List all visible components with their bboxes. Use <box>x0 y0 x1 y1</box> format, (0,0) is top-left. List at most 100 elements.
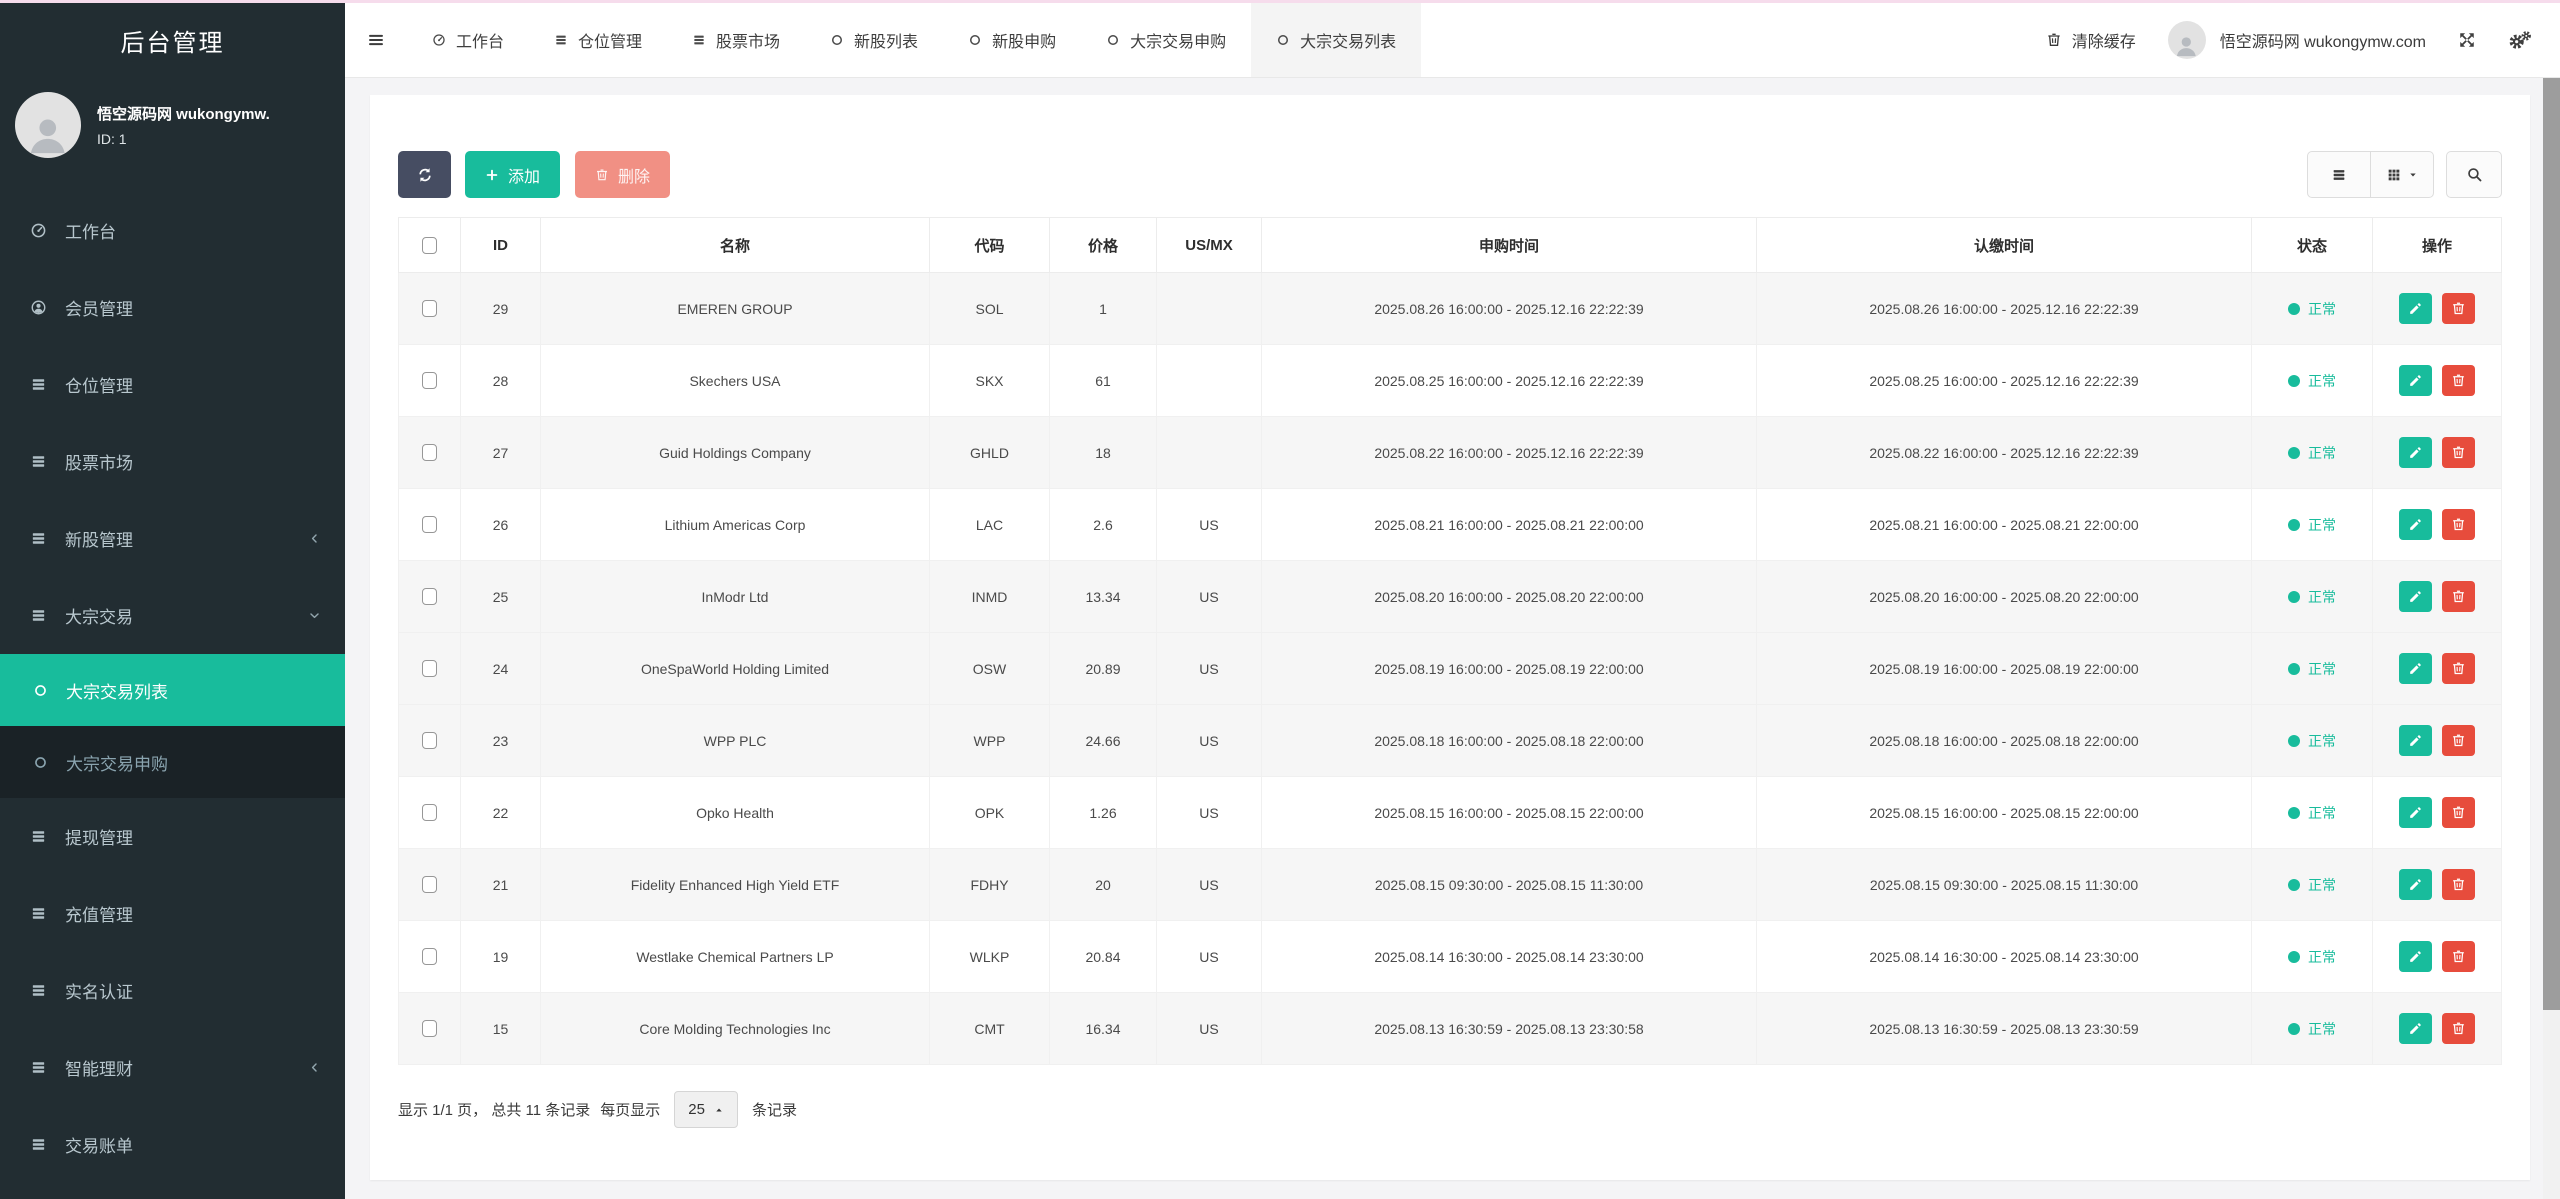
delete-button[interactable] <box>2441 869 2475 900</box>
cell-id: 24 <box>460 632 541 705</box>
tab-label: 新股列表 <box>854 34 919 51</box>
row-checkbox[interactable] <box>422 660 437 677</box>
cell-market: US <box>1156 632 1262 705</box>
view-toggle-group <box>2307 151 2434 198</box>
edit-button[interactable] <box>2399 725 2433 756</box>
edit-button[interactable] <box>2399 941 2433 972</box>
sidebar-subitem-block-trade-subscribe[interactable]: 大宗交易申购 <box>0 726 345 798</box>
row-checkbox[interactable] <box>422 444 437 461</box>
cell-id: 15 <box>460 992 541 1065</box>
delete-button[interactable] <box>2441 1013 2475 1044</box>
search-button[interactable] <box>2446 151 2502 198</box>
list-icon <box>30 905 47 922</box>
refresh-button[interactable] <box>398 151 451 198</box>
edit-button[interactable] <box>2399 1013 2433 1044</box>
sidebar-item-deposits[interactable]: 充值管理 <box>0 875 345 952</box>
cell-id: 22 <box>460 776 541 849</box>
row-checkbox[interactable] <box>422 300 437 317</box>
fullscreen-icon[interactable] <box>2458 31 2476 49</box>
sidebar-item-kyc[interactable]: 实名认证 <box>0 952 345 1029</box>
sidebar-item-trade-bills[interactable]: 交易账单 <box>0 1106 345 1183</box>
sidebar-item-positions[interactable]: 仓位管理 <box>0 346 345 423</box>
tab-block-trade-list[interactable]: 大宗交易列表 <box>1251 3 1422 77</box>
row-checkbox[interactable] <box>422 948 437 965</box>
edit-button[interactable] <box>2399 437 2433 468</box>
edit-button[interactable] <box>2399 509 2433 540</box>
table-header-row: ID 名称 代码 价格 US/MX 申购时间 认缴时间 状态 操作 <box>398 217 2502 273</box>
cell-price: 24.66 <box>1049 704 1157 777</box>
block-trade-table: ID 名称 代码 价格 US/MX 申购时间 认缴时间 状态 操作 29 EME… <box>398 217 2502 1065</box>
sidebar-subitem-block-trade-list[interactable]: 大宗交易列表 <box>0 654 345 726</box>
cell-code: GHLD <box>929 416 1050 489</box>
cell-code: CMT <box>929 992 1050 1065</box>
status-badge: 正常 <box>2288 875 2336 895</box>
edit-button[interactable] <box>2399 581 2433 612</box>
clear-cache-label: 清除缓存 <box>2071 34 2136 51</box>
sidebar-item-ipo[interactable]: 新股管理 <box>0 500 345 577</box>
add-button[interactable]: 添加 <box>465 151 561 198</box>
edit-button[interactable] <box>2399 797 2433 828</box>
row-checkbox[interactable] <box>422 804 437 821</box>
row-checkbox[interactable] <box>422 876 437 893</box>
sidebar-item-smart-finance[interactable]: 智能理财 <box>0 1029 345 1106</box>
bulk-delete-button[interactable]: 删除 <box>575 151 671 198</box>
table-row: 15 Core Molding Technologies Inc CMT 16.… <box>398 992 2502 1065</box>
row-checkbox[interactable] <box>422 732 437 749</box>
sidebar-item-stock-market[interactable]: 股票市场 <box>0 423 345 500</box>
circle-icon <box>830 33 844 47</box>
delete-button[interactable] <box>2441 365 2475 396</box>
row-checkbox[interactable] <box>422 516 437 533</box>
sidebar-toggle-button[interactable] <box>345 3 407 77</box>
pencil-icon <box>2408 877 2423 892</box>
status-label: 正常 <box>2308 948 2336 965</box>
clear-cache-button[interactable]: 清除缓存 <box>2046 28 2136 52</box>
page-size-select[interactable]: 25 <box>674 1091 738 1128</box>
delete-button[interactable] <box>2441 653 2475 684</box>
cell-market <box>1156 344 1262 417</box>
cell-pay-time: 2025.08.21 16:00:00 - 2025.08.21 22:00:0… <box>1756 488 2252 561</box>
row-checkbox[interactable] <box>422 1020 437 1037</box>
sidebar-item-members[interactable]: 会员管理 <box>0 269 345 346</box>
circle-icon <box>968 33 982 47</box>
cell-code: SOL <box>929 272 1050 345</box>
columns-dropdown-button[interactable] <box>2370 151 2434 198</box>
header-actions: 操作 <box>2372 217 2502 273</box>
edit-button[interactable] <box>2399 293 2433 324</box>
sidebar-item-block-trade[interactable]: 大宗交易 <box>0 577 345 654</box>
sidebar-item-workbench[interactable]: 工作台 <box>0 192 345 269</box>
page-size-label: 每页显示 <box>600 1102 661 1119</box>
sidebar-subitem-label: 大宗交易列表 <box>66 682 168 702</box>
cell-name: Guid Holdings Company <box>540 416 930 489</box>
table-row: 27 Guid Holdings Company GHLD 18 2025.08… <box>398 416 2502 489</box>
edit-button[interactable] <box>2399 365 2433 396</box>
cell-name: OneSpaWorld Holding Limited <box>540 632 930 705</box>
row-checkbox[interactable] <box>422 372 437 389</box>
sidebar-avatar[interactable] <box>15 92 81 158</box>
delete-button[interactable] <box>2441 581 2475 612</box>
delete-button[interactable] <box>2441 509 2475 540</box>
list-view-button[interactable] <box>2307 151 2371 198</box>
account-menu[interactable]: 悟空源码网 wukongymw.com <box>2167 21 2426 59</box>
status-badge: 正常 <box>2288 371 2336 391</box>
tab-block-trade-subscribe[interactable]: 大宗交易申购 <box>1081 3 1251 77</box>
tab-ipo-subscribe[interactable]: 新股申购 <box>943 3 1081 77</box>
tab-label: 大宗交易列表 <box>1300 34 1397 51</box>
row-checkbox[interactable] <box>422 588 437 605</box>
table-row: 19 Westlake Chemical Partners LP WLKP 20… <box>398 920 2502 993</box>
select-all-checkbox[interactable] <box>422 236 437 254</box>
sidebar-item-withdrawals[interactable]: 提现管理 <box>0 798 345 875</box>
edit-button[interactable] <box>2399 869 2433 900</box>
status-label: 正常 <box>2308 588 2336 605</box>
delete-button[interactable] <box>2441 941 2475 972</box>
tab-stock-market[interactable]: 股票市场 <box>667 3 805 77</box>
delete-button[interactable] <box>2441 437 2475 468</box>
tab-ipo-list[interactable]: 新股列表 <box>805 3 943 77</box>
settings-gears-icon[interactable] <box>2508 30 2532 50</box>
delete-button[interactable] <box>2441 797 2475 828</box>
edit-button[interactable] <box>2399 653 2433 684</box>
delete-button[interactable] <box>2441 725 2475 756</box>
tab-positions[interactable]: 仓位管理 <box>529 3 667 77</box>
tab-workbench[interactable]: 工作台 <box>407 3 529 77</box>
scrollbar-thumb[interactable] <box>2543 78 2560 1010</box>
delete-button[interactable] <box>2441 293 2475 324</box>
